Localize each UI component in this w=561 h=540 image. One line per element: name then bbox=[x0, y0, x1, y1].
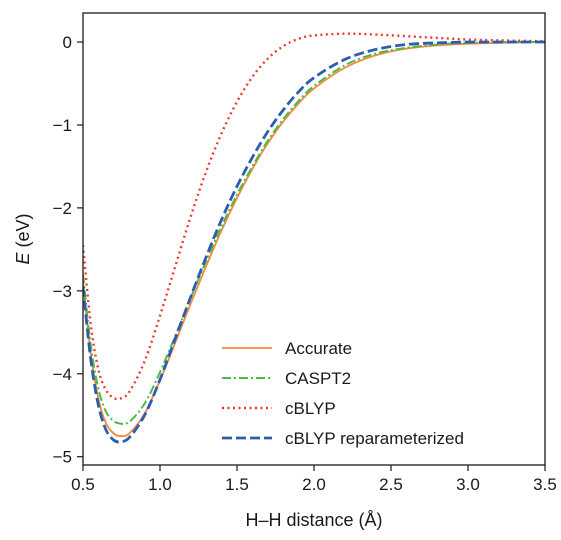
series-line-cblyp-reparameterized bbox=[83, 40, 545, 444]
x-tick-label: 3.5 bbox=[533, 475, 557, 494]
legend: Accurate CASPT2 cBLYP cBLYP reparameterized bbox=[222, 339, 464, 448]
x-tick-label: 1.5 bbox=[225, 475, 249, 494]
x-tick-label: 1.0 bbox=[148, 475, 172, 494]
y-tick-label: −3 bbox=[53, 282, 72, 301]
legend-label: cBLYP reparameterized bbox=[285, 429, 464, 448]
x-axis: 0.5 1.0 1.5 2.0 2.5 3.0 3.5 bbox=[71, 465, 557, 494]
y-axis: 0 −1 −2 −3 −4 −5 bbox=[53, 33, 83, 467]
legend-label: CASPT2 bbox=[285, 369, 351, 388]
y-tick-label: −4 bbox=[53, 365, 72, 384]
legend-label: Accurate bbox=[285, 339, 352, 358]
series-line-caspt2 bbox=[83, 40, 545, 425]
x-tick-label: 2.5 bbox=[379, 475, 403, 494]
series-layer bbox=[83, 32, 545, 444]
x-tick-label: 0.5 bbox=[71, 475, 95, 494]
x-axis-title: H–H distance (Å) bbox=[245, 510, 382, 530]
y-tick-label: −1 bbox=[53, 116, 72, 135]
y-axis-symbol: E bbox=[13, 252, 33, 265]
y-tick-label: −2 bbox=[53, 199, 72, 218]
y-axis-title: E (eV) bbox=[13, 213, 33, 264]
y-axis-unit: (eV) bbox=[13, 213, 33, 252]
x-tick-label: 2.0 bbox=[302, 475, 326, 494]
y-tick-label: 0 bbox=[63, 33, 72, 52]
series-line-cblyp bbox=[83, 32, 545, 401]
x-tick-label: 3.0 bbox=[456, 475, 480, 494]
y-tick-label: −5 bbox=[53, 448, 72, 467]
legend-label: cBLYP bbox=[285, 399, 336, 418]
